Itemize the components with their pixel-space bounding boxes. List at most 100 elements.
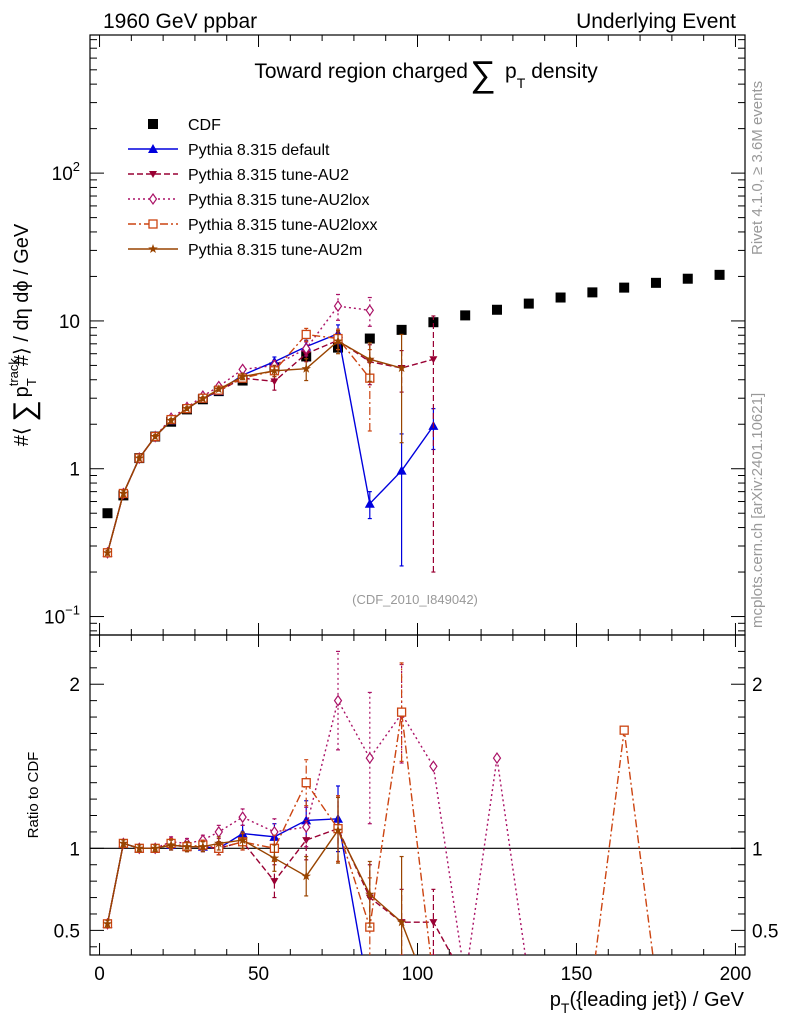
series-4 <box>102 327 375 558</box>
data-point <box>525 976 533 984</box>
data-point <box>214 825 224 838</box>
data-point <box>102 508 113 519</box>
y-tick-label: 10−1 <box>44 603 80 629</box>
data-point <box>150 431 160 441</box>
legend-label: Pythia 8.315 tune-AU2m <box>188 242 362 259</box>
data-point <box>270 825 279 838</box>
legend-marker <box>149 171 157 178</box>
data-point <box>182 841 192 851</box>
data-point <box>238 811 247 824</box>
y-axis-label-text: #⟨ ∑ptrack T#⟩ / dη dϕ / GeV <box>6 223 41 446</box>
legend-marker <box>148 244 158 253</box>
data-point <box>365 752 375 765</box>
data-point <box>237 371 248 381</box>
data-point <box>429 760 438 773</box>
data-point <box>396 465 407 475</box>
series-1 <box>102 324 439 567</box>
data-point <box>198 841 208 851</box>
header-left: 1960 GeV ppbar <box>103 10 257 33</box>
data-point <box>682 273 693 284</box>
legend-marker <box>148 119 158 129</box>
data-point <box>525 975 532 985</box>
data-point <box>364 333 375 344</box>
data-point <box>214 384 224 394</box>
data-point <box>333 694 343 707</box>
series-line <box>106 333 371 553</box>
data-point <box>619 725 629 735</box>
data-point <box>365 304 375 317</box>
legend-entry: Pythia 8.315 tune-AU2m <box>128 242 362 259</box>
legend-entry: Pythia 8.315 tune-AU2loxx <box>128 217 377 234</box>
data-point <box>364 498 375 508</box>
data-point <box>493 977 501 984</box>
data-point <box>214 838 224 848</box>
data-point <box>461 976 469 984</box>
data-point <box>333 825 343 835</box>
data-point <box>365 994 375 1003</box>
data-point <box>333 300 343 313</box>
ratio-y-tick-label-right: 0.5 <box>752 921 778 942</box>
legend-marker <box>148 192 158 206</box>
data-point <box>270 878 279 886</box>
data-point <box>493 976 501 984</box>
series-5 <box>102 330 407 557</box>
data-point <box>182 403 192 413</box>
data-point <box>301 820 311 834</box>
data-point <box>269 853 280 863</box>
data-point <box>429 919 438 927</box>
data-point <box>301 329 311 340</box>
data-point <box>237 835 248 845</box>
data-point <box>365 354 375 364</box>
legend-entry: Pythia 8.315 tune-AU2 <box>128 167 349 184</box>
x-tick-label: 200 <box>720 964 752 985</box>
ratio-panel-frame <box>89 634 746 956</box>
data-point <box>462 975 469 985</box>
ratio-series-4 <box>102 662 654 984</box>
data-point <box>301 871 311 881</box>
data-point <box>492 752 502 765</box>
ratio-y-tick-label: 0.5 <box>54 921 80 942</box>
data-point <box>134 843 144 853</box>
x-tick-label: 0 <box>94 964 105 985</box>
x-tick-label: 100 <box>402 964 434 985</box>
legend-entry: Pythia 8.315 default <box>128 142 330 159</box>
chart-title: Toward region charged ∑ pT density <box>254 53 598 94</box>
legend: CDF Pythia 8.315 default Pythia 8.315 tune… <box>128 117 377 259</box>
legend-marker <box>148 219 158 229</box>
ratio-series-3 <box>103 650 532 985</box>
y-axis-label: #⟨ ∑ptrack T#⟩ / dη dϕ / GeV <box>6 223 41 446</box>
data-point <box>396 324 407 335</box>
data-point <box>102 918 113 928</box>
series-line <box>106 711 654 955</box>
data-point <box>714 269 725 280</box>
data-point <box>166 415 176 425</box>
y-tick-label: 102 <box>52 159 80 185</box>
data-point <box>461 977 469 984</box>
x-axis-label: pT({leading jet}) / GeV <box>550 989 745 1016</box>
legend-label: Pythia 8.315 tune-AU2lox <box>188 192 369 209</box>
legend-label: Pythia 8.315 tune-AU2 <box>188 167 349 184</box>
data-point <box>118 838 129 848</box>
data-point <box>333 336 343 346</box>
series-0 <box>102 269 725 519</box>
analysis-watermark: (CDF_2010_I849042) <box>352 592 478 607</box>
mcplots-side-label: mcplots.cern.ch [arXiv:2401.10621] <box>749 393 766 628</box>
data-point <box>301 778 311 788</box>
ratio-series-5 <box>102 796 416 955</box>
data-point <box>523 298 534 309</box>
y-tick-label: 10 <box>59 312 80 333</box>
legend-entry: CDF <box>148 117 221 134</box>
data-point <box>396 363 407 373</box>
data-point <box>134 453 144 463</box>
ratio-axis-label: Ratio to CDF <box>25 752 42 839</box>
data-point <box>269 365 280 375</box>
legend-label: CDF <box>188 117 221 134</box>
rivet-side-label: Rivet 4.1.0, ≥ 3.6M events <box>749 81 766 255</box>
series-line <box>106 340 402 553</box>
header-right: Underlying Event <box>576 10 736 33</box>
legend-entry: Pythia 8.315 tune-AU2lox <box>128 192 369 209</box>
ratio-y-tick-label-right: 1 <box>752 839 763 860</box>
data-point <box>166 840 176 850</box>
